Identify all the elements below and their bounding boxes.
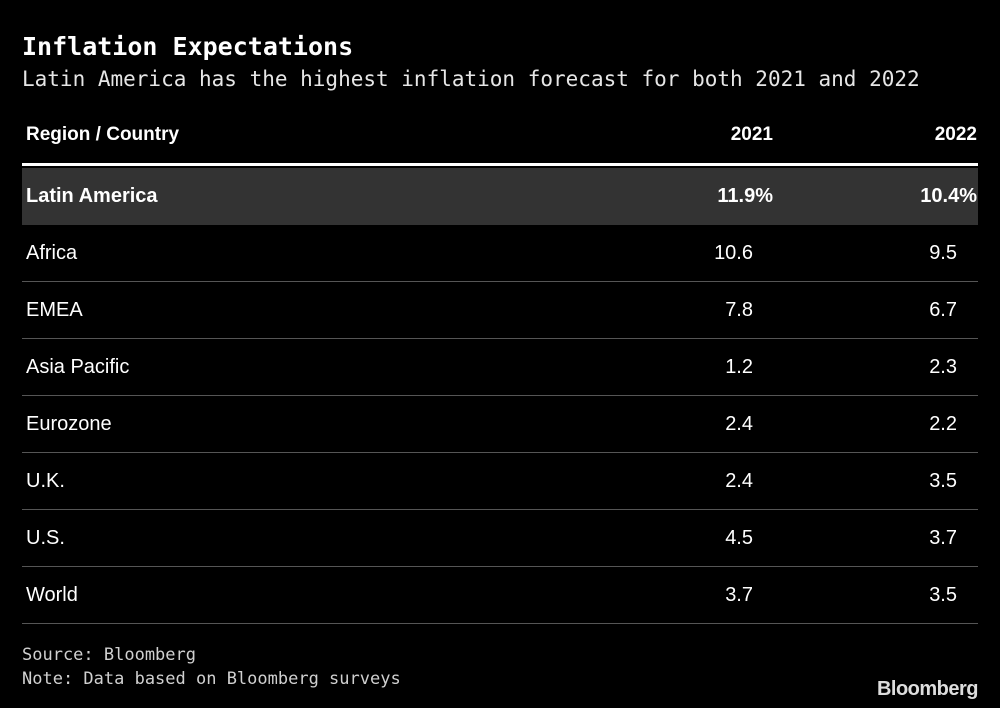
row [22, 453, 978, 510]
value-2022: 3.7 [929, 527, 957, 549]
value-2022: 2.3 [929, 356, 957, 378]
value-2021: 11.9% [717, 185, 773, 207]
value-2021: 10.6 [714, 242, 753, 264]
logo: Bloomberg [876, 678, 979, 700]
row-separator [22, 623, 978, 624]
value-2022: 3.5 [929, 470, 957, 492]
row-label: EMEA [26, 299, 83, 321]
source: Source: Bloomberg [22, 645, 196, 665]
column-header: Region / Country [26, 124, 180, 145]
column-header: 2021 [730, 124, 773, 145]
value-2021: 7.8 [725, 299, 753, 321]
row-separator [22, 281, 978, 282]
value-2021: 3.7 [725, 584, 753, 606]
value-2021: 1.2 [725, 356, 753, 378]
title: Inflation Expectations [22, 32, 354, 61]
row [22, 282, 978, 339]
row [22, 510, 978, 567]
row-separator [22, 338, 978, 339]
row-label: Asia Pacific [26, 356, 130, 378]
value-2022: 9.5 [929, 242, 957, 264]
row-label: U.S. [26, 527, 65, 549]
row [22, 339, 978, 396]
row-label: Africa [26, 242, 78, 264]
highlight-row [22, 168, 978, 225]
row-separator [22, 566, 978, 567]
row-label: World [26, 584, 78, 606]
row-separator [22, 452, 978, 453]
row-separator [22, 509, 978, 510]
value-2021: 4.5 [725, 527, 753, 549]
row-separator [22, 395, 978, 396]
column-header: 2022 [934, 124, 977, 145]
row-label: Latin America [26, 185, 158, 207]
value-2022: 3.5 [929, 584, 957, 606]
subtitle: Latin America has the highest inflation … [22, 67, 920, 91]
row [22, 396, 978, 453]
row [22, 567, 978, 624]
row-label: U.K. [26, 470, 65, 492]
value-2021: 2.4 [725, 413, 753, 435]
note: Note: Data based on Bloomberg surveys [22, 669, 401, 689]
row [22, 225, 978, 282]
value-2022: 2.2 [929, 413, 957, 435]
row-label: Eurozone [26, 413, 112, 435]
value-2022: 10.4% [920, 185, 977, 207]
header-rule [22, 163, 978, 166]
value-2022: 6.7 [929, 299, 957, 321]
value-2021: 2.4 [725, 470, 753, 492]
